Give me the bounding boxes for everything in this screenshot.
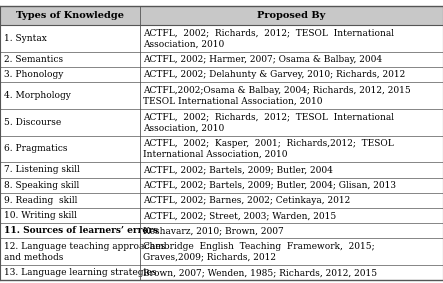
Text: ACTFL,  2002;  Kasper,  2001;  Richards,2012;  TESOL
International Association, : ACTFL, 2002; Kasper, 2001; Richards,2012… bbox=[143, 139, 394, 159]
Text: Cambridge  English  Teaching  Framework,  2015;
Graves,2009; Richards, 2012: Cambridge English Teaching Framework, 20… bbox=[143, 242, 375, 261]
Text: 6. Pragmatics: 6. Pragmatics bbox=[4, 145, 67, 153]
Bar bbox=[0, 82, 443, 109]
Text: 10. Writing skill: 10. Writing skill bbox=[4, 211, 77, 220]
Text: 9. Reading  skill: 9. Reading skill bbox=[4, 196, 77, 205]
Text: Brown, 2007; Wenden, 1985; Richards, 2012, 2015: Brown, 2007; Wenden, 1985; Richards, 201… bbox=[143, 268, 377, 277]
Text: 3. Phonology: 3. Phonology bbox=[4, 70, 63, 79]
Text: 13. Language learning strategies: 13. Language learning strategies bbox=[4, 268, 156, 277]
Bar bbox=[0, 223, 443, 238]
Bar bbox=[0, 25, 443, 52]
Text: 7. Listening skill: 7. Listening skill bbox=[4, 165, 79, 174]
Text: ACTFL, 2002; Barnes, 2002; Cetinkaya, 2012: ACTFL, 2002; Barnes, 2002; Cetinkaya, 20… bbox=[143, 196, 350, 205]
Text: ACTFL,  2002;  Richards,  2012;  TESOL  International
Association, 2010: ACTFL, 2002; Richards, 2012; TESOL Inter… bbox=[143, 29, 394, 49]
Text: ACTFL,  2002;  Richards,  2012;  TESOL  International
Association, 2010: ACTFL, 2002; Richards, 2012; TESOL Inter… bbox=[143, 113, 394, 132]
Text: ACTFL, 2002; Delahunty & Garvey, 2010; Richards, 2012: ACTFL, 2002; Delahunty & Garvey, 2010; R… bbox=[143, 70, 405, 79]
Text: 4. Morphology: 4. Morphology bbox=[4, 91, 70, 100]
Bar bbox=[0, 238, 443, 265]
Text: 2. Semantics: 2. Semantics bbox=[4, 55, 62, 64]
Bar bbox=[0, 162, 443, 177]
Bar bbox=[0, 208, 443, 223]
Text: ACTFL, 2002; Bartels, 2009; Butler, 2004: ACTFL, 2002; Bartels, 2009; Butler, 2004 bbox=[143, 165, 333, 174]
Text: Keshavarz, 2010; Brown, 2007: Keshavarz, 2010; Brown, 2007 bbox=[143, 226, 284, 235]
Text: 1. Syntax: 1. Syntax bbox=[4, 34, 47, 43]
Bar bbox=[0, 52, 443, 67]
Bar bbox=[0, 177, 443, 193]
Bar bbox=[0, 6, 443, 25]
Text: 11. Sources of learners’ errors: 11. Sources of learners’ errors bbox=[4, 226, 158, 235]
Text: 12. Language teaching approaches
and methods: 12. Language teaching approaches and met… bbox=[4, 242, 165, 261]
Text: 5. Discourse: 5. Discourse bbox=[4, 118, 61, 127]
Bar bbox=[0, 136, 443, 162]
Text: Proposed By: Proposed By bbox=[257, 11, 326, 20]
Text: ACTFL, 2002; Harmer, 2007; Osama & Balbay, 2004: ACTFL, 2002; Harmer, 2007; Osama & Balba… bbox=[143, 55, 382, 64]
Bar bbox=[0, 193, 443, 208]
Text: ACTFL, 2002; Street, 2003; Warden, 2015: ACTFL, 2002; Street, 2003; Warden, 2015 bbox=[143, 211, 336, 220]
Text: ACTFL,2002;Osama & Balbay, 2004; Richards, 2012, 2015
TESOL International Associ: ACTFL,2002;Osama & Balbay, 2004; Richard… bbox=[143, 86, 411, 106]
Bar bbox=[0, 109, 443, 136]
Text: ACTFL, 2002; Bartels, 2009; Butler, 2004; Glisan, 2013: ACTFL, 2002; Bartels, 2009; Butler, 2004… bbox=[143, 181, 396, 190]
Text: 8. Speaking skill: 8. Speaking skill bbox=[4, 181, 79, 190]
Bar bbox=[0, 265, 443, 280]
Text: Types of Knowledge: Types of Knowledge bbox=[16, 11, 124, 20]
Bar bbox=[0, 67, 443, 82]
